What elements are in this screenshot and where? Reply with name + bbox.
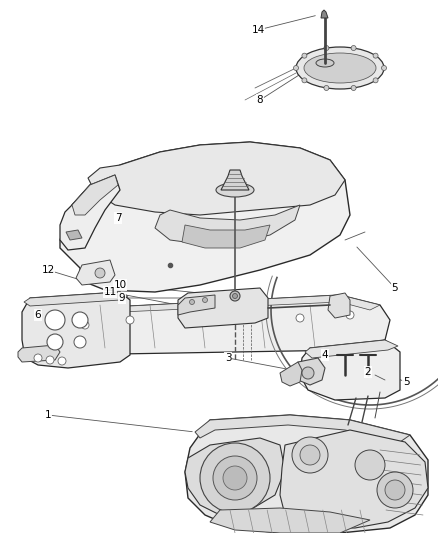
Circle shape [58, 357, 66, 365]
Ellipse shape [316, 59, 334, 67]
Polygon shape [300, 340, 400, 400]
Text: 14: 14 [251, 25, 265, 35]
Circle shape [293, 66, 299, 70]
Circle shape [230, 291, 240, 301]
Polygon shape [280, 430, 428, 528]
Circle shape [46, 356, 54, 364]
Polygon shape [22, 292, 130, 368]
Polygon shape [155, 205, 300, 244]
Text: 2: 2 [365, 367, 371, 377]
Polygon shape [185, 438, 285, 515]
Circle shape [324, 45, 329, 51]
Circle shape [223, 466, 247, 490]
Circle shape [34, 354, 42, 362]
Polygon shape [60, 142, 350, 292]
Polygon shape [328, 293, 350, 318]
Polygon shape [18, 345, 60, 362]
Circle shape [95, 268, 105, 278]
Polygon shape [280, 362, 302, 386]
Circle shape [292, 437, 328, 473]
Circle shape [47, 334, 63, 350]
Circle shape [355, 450, 385, 480]
Polygon shape [321, 10, 328, 18]
Circle shape [81, 321, 89, 329]
Circle shape [373, 78, 378, 83]
Text: 1: 1 [45, 410, 51, 420]
Polygon shape [66, 230, 82, 240]
Polygon shape [88, 142, 345, 215]
Circle shape [324, 85, 329, 91]
Polygon shape [182, 225, 270, 248]
Ellipse shape [296, 47, 384, 89]
Polygon shape [185, 415, 428, 533]
Circle shape [377, 472, 413, 508]
Polygon shape [195, 415, 410, 442]
Circle shape [300, 445, 320, 465]
Polygon shape [221, 170, 249, 190]
Circle shape [233, 294, 237, 298]
Circle shape [126, 316, 134, 324]
Circle shape [45, 310, 65, 330]
Circle shape [385, 480, 405, 500]
Circle shape [302, 367, 314, 379]
Text: 6: 6 [35, 310, 41, 320]
Polygon shape [178, 295, 215, 315]
Text: 8: 8 [257, 95, 263, 105]
Circle shape [226, 314, 234, 322]
Circle shape [72, 312, 88, 328]
Text: 5: 5 [403, 377, 410, 387]
Text: 4: 4 [321, 350, 328, 360]
Circle shape [346, 311, 354, 319]
Circle shape [302, 53, 307, 58]
Circle shape [351, 85, 356, 91]
Polygon shape [50, 295, 380, 315]
Circle shape [302, 78, 307, 83]
Polygon shape [305, 340, 398, 358]
Polygon shape [76, 260, 115, 285]
Text: 5: 5 [392, 283, 398, 293]
Circle shape [74, 336, 86, 348]
Polygon shape [292, 358, 325, 385]
Polygon shape [178, 288, 268, 328]
Polygon shape [40, 295, 390, 355]
Circle shape [373, 53, 378, 58]
Circle shape [351, 45, 356, 51]
Circle shape [202, 297, 208, 303]
Circle shape [213, 456, 257, 500]
Ellipse shape [216, 183, 254, 197]
Text: 3: 3 [225, 353, 231, 363]
Polygon shape [210, 508, 370, 533]
Circle shape [381, 66, 386, 70]
Polygon shape [72, 175, 118, 215]
Text: 11: 11 [103, 287, 117, 297]
Text: 12: 12 [41, 265, 55, 275]
Ellipse shape [304, 53, 376, 83]
Polygon shape [24, 292, 128, 306]
Circle shape [296, 314, 304, 322]
Text: 9: 9 [119, 293, 125, 303]
Circle shape [190, 300, 194, 304]
Circle shape [200, 443, 270, 513]
Text: 7: 7 [115, 213, 121, 223]
Text: 10: 10 [113, 280, 127, 290]
Polygon shape [60, 175, 120, 250]
